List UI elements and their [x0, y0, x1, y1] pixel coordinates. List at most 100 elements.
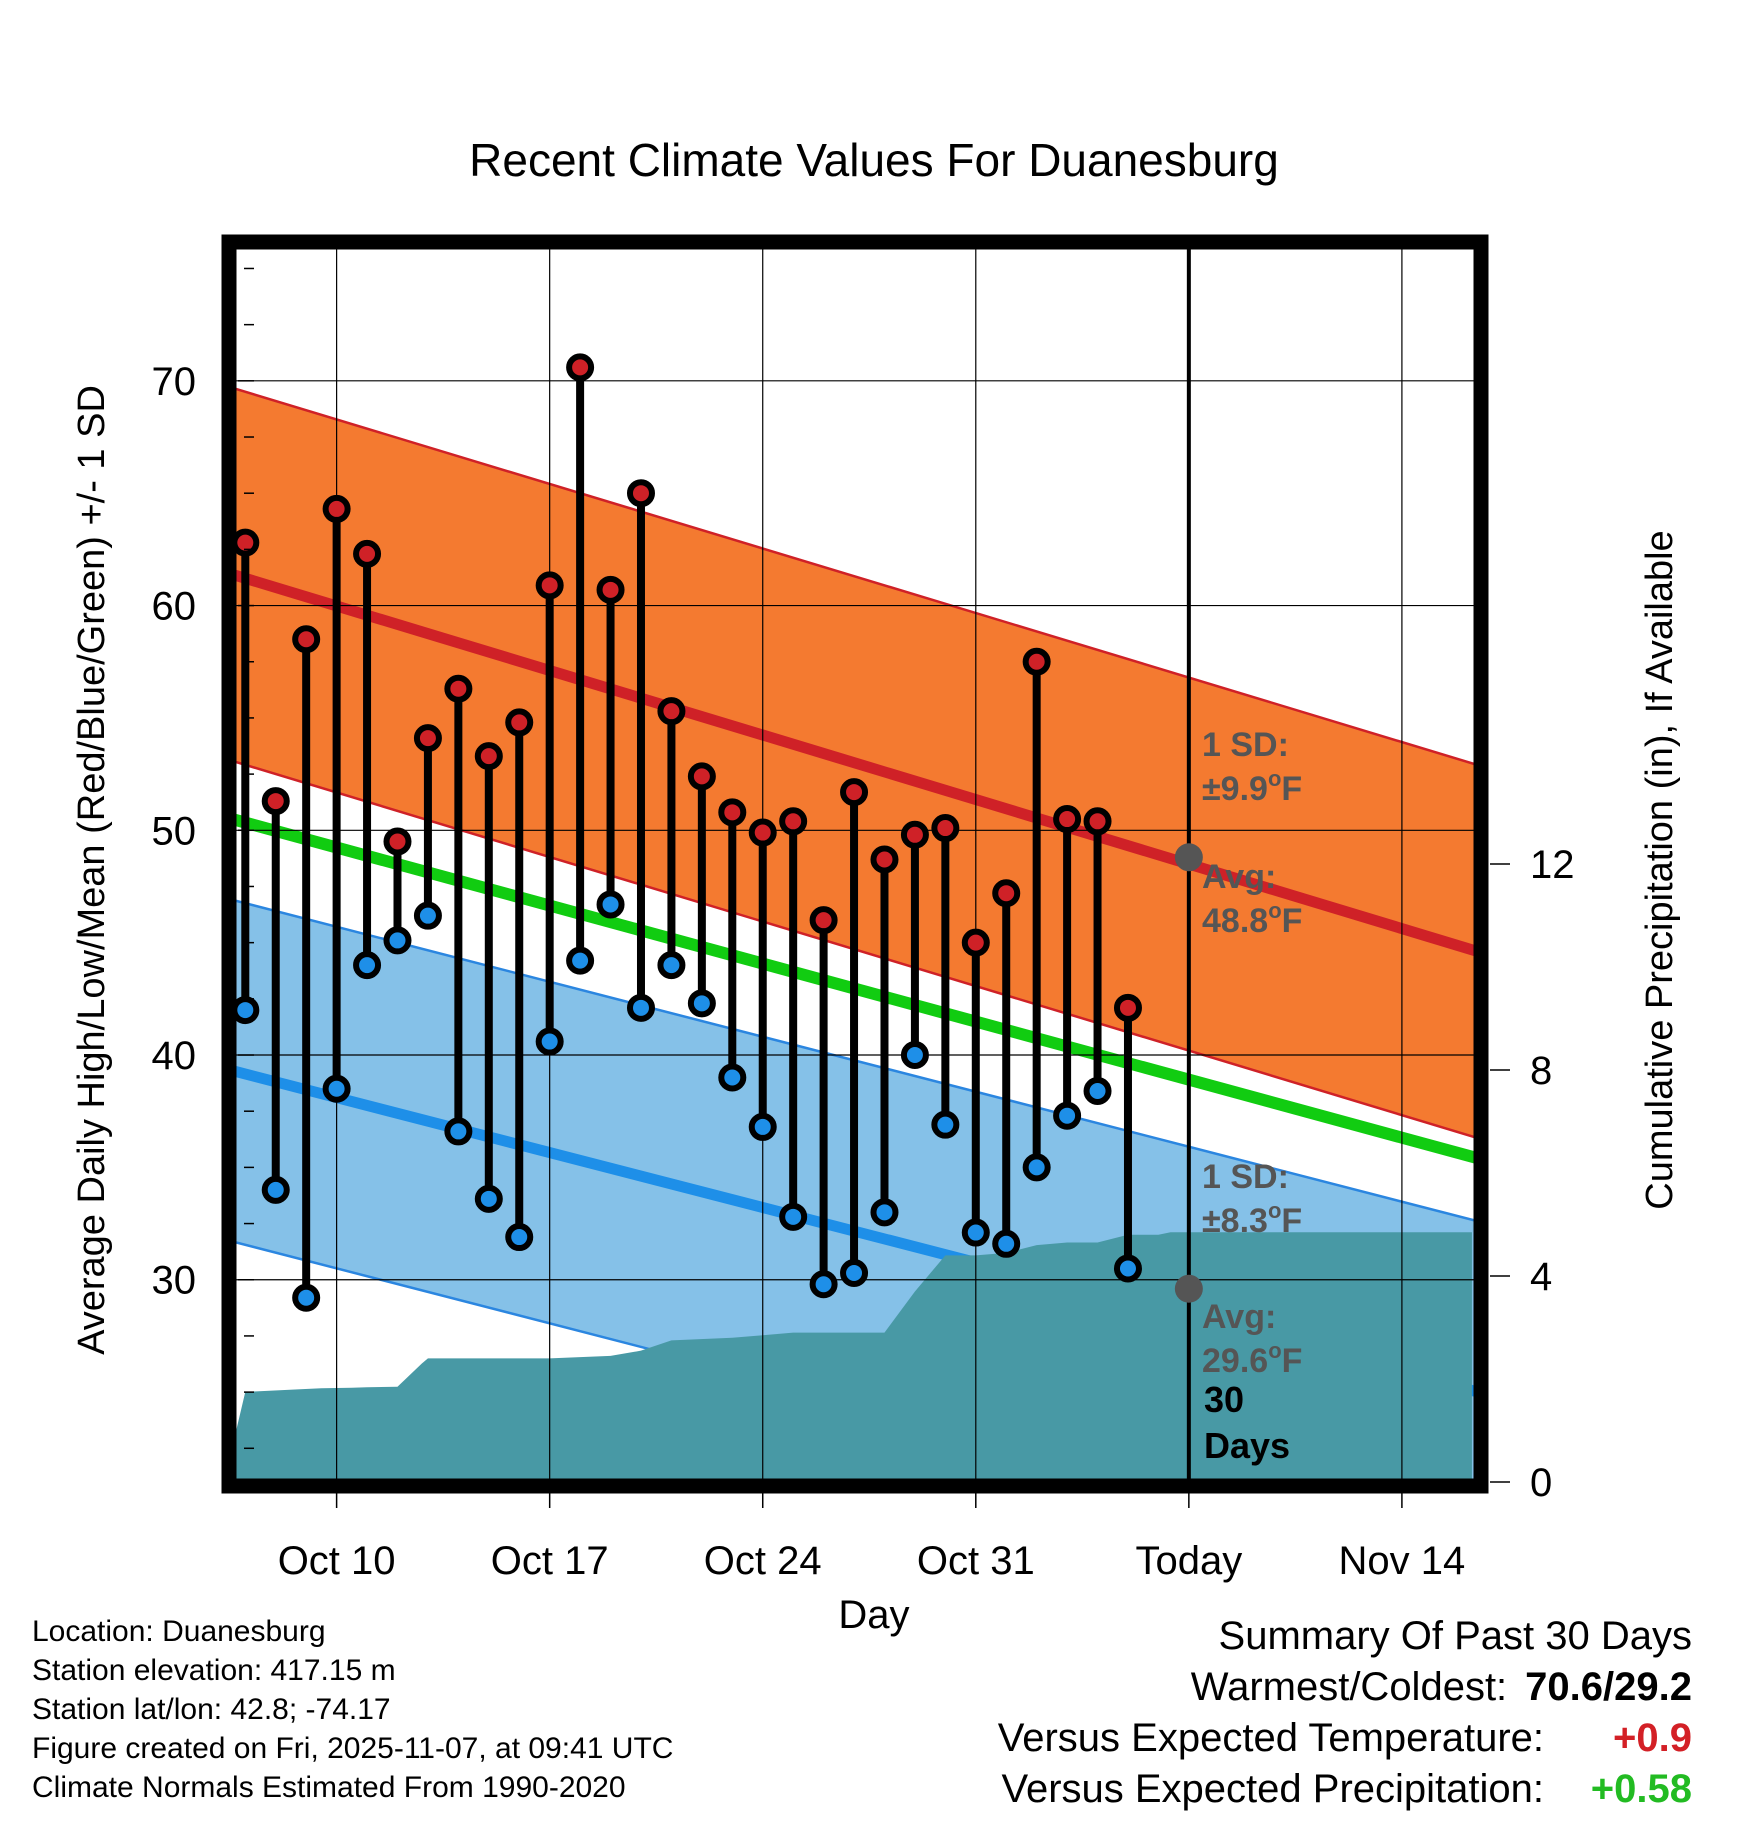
- x-tick-label: Today: [1135, 1539, 1242, 1583]
- warmest-value: 70.6/29.2: [1525, 1665, 1692, 1709]
- daily-low-point: [992, 1229, 1021, 1258]
- temp-label: Versus Expected Temperature:: [997, 1716, 1544, 1760]
- y2-tick-label: 12: [1530, 843, 1575, 887]
- summary-panel: Summary Of Past 30 Days Warmest/Coldest:…: [998, 1610, 1692, 1815]
- daily-low-point: [748, 1112, 777, 1141]
- daily-high-point: [444, 674, 473, 703]
- daily-high-point: [322, 494, 351, 523]
- low-avg-label: Avg:: [1202, 1298, 1276, 1336]
- daily-low-point: [261, 1175, 290, 1204]
- daily-low-point: [413, 901, 442, 930]
- y2-tick-label: 0: [1530, 1461, 1552, 1505]
- plot-frame: [221, 234, 1489, 1494]
- created-text: Figure created on Fri, 2025-11-07, at 09…: [32, 1732, 674, 1765]
- x-tick-label: Oct 24: [704, 1539, 822, 1583]
- daily-high-point: [566, 353, 595, 382]
- summary-warmest-row: Warmest/Coldest: 70.6/29.2: [998, 1662, 1692, 1713]
- daily-high-point: [1113, 993, 1142, 1022]
- daily-high-point: [1083, 807, 1112, 836]
- daily-high-point: [383, 827, 412, 856]
- y-tick-label: 30: [152, 1259, 197, 1303]
- latlon-text: Station lat/lon: 42.8; -74.17: [32, 1693, 391, 1726]
- chart-title: Recent Climate Values For Duanesburg: [469, 134, 1279, 186]
- daily-low-point: [383, 926, 412, 955]
- daily-high-point: [900, 820, 929, 849]
- period-label-days: Days: [1204, 1425, 1290, 1466]
- daily-high-point: [961, 928, 990, 957]
- elevation-text: Station elevation: 417.15 m: [32, 1654, 396, 1687]
- today-avg-high-marker: [1174, 843, 1203, 872]
- summary-temp-row: Versus Expected Temperature: +0.9: [998, 1713, 1692, 1764]
- y-axis-label: Average Daily High/Low/Mean (Red/Blue/Gr…: [71, 385, 113, 1355]
- y-tick-label: 40: [152, 1034, 197, 1078]
- temp-value: +0.9: [1613, 1716, 1692, 1760]
- daily-high-point: [840, 778, 869, 807]
- high-avg-value: 48.8oF: [1202, 898, 1302, 940]
- daily-low-point: [1053, 1101, 1082, 1130]
- daily-low-point: [474, 1184, 503, 1213]
- low-sd-label: 1 SD:: [1202, 1158, 1289, 1196]
- daily-high-point: [992, 879, 1021, 908]
- normal-high-line: [224, 566, 1478, 957]
- x-axis-label: Day: [838, 1593, 909, 1637]
- daily-high-point: [292, 625, 321, 654]
- daily-low-point: [900, 1041, 929, 1070]
- daily-high-point: [657, 697, 686, 726]
- summary-title: Summary Of Past 30 Days: [1218, 1614, 1692, 1658]
- daily-low-point: [779, 1202, 808, 1231]
- daily-high-point: [474, 742, 503, 771]
- daily-low-point: [596, 890, 625, 919]
- daily-low-point: [505, 1223, 534, 1252]
- daily-low-point: [566, 946, 595, 975]
- daily-high-point: [718, 798, 747, 827]
- x-tick-label: Nov 14: [1339, 1539, 1466, 1583]
- daily-low-point: [626, 993, 655, 1022]
- daily-high-point: [779, 807, 808, 836]
- high-sd-value: ±9.9oF: [1202, 766, 1302, 808]
- daily-low-point: [535, 1027, 564, 1056]
- precip-area: [224, 1232, 1472, 1482]
- daily-high-point: [261, 787, 290, 816]
- x-tick-label: Oct 31: [917, 1539, 1035, 1583]
- station-info: Location: Duanesburg Station elevation: …: [32, 1612, 673, 1807]
- y-tick-label: 60: [152, 585, 197, 629]
- daily-high-point: [931, 814, 960, 843]
- axes: 30 40 50 60 70 0 4 8 12 Oct 10 Oct 17 Oct 24 Oct 31 T…: [152, 234, 1575, 1583]
- precip-value: +0.58: [1590, 1767, 1692, 1811]
- daily-low-point: [322, 1074, 351, 1103]
- daily-low-point: [1083, 1076, 1112, 1105]
- daily-high-point: [870, 845, 899, 874]
- daily-low-point: [444, 1117, 473, 1146]
- daily-low-point: [809, 1270, 838, 1299]
- x-tick-label: Oct 10: [278, 1539, 396, 1583]
- precip-label: Versus Expected Precipitation:: [1001, 1767, 1544, 1811]
- daily-high-point: [1022, 647, 1051, 676]
- y2-axis-label: Cumulative Precipitation (in), If Availa…: [1639, 530, 1681, 1209]
- daily-low-point: [870, 1198, 899, 1227]
- daily-low-point: [353, 951, 382, 980]
- daily-high-point: [809, 906, 838, 935]
- location-text: Location: Duanesburg: [32, 1615, 326, 1648]
- daily-low-point: [292, 1283, 321, 1312]
- period-label-number: 30: [1204, 1379, 1244, 1420]
- y-tick-label: 50: [152, 809, 197, 853]
- daily-high-point: [687, 762, 716, 791]
- daily-low-point: [1022, 1153, 1051, 1182]
- daily-high-point: [505, 708, 534, 737]
- daily-high-point: [231, 528, 260, 557]
- high-normal-band-upper-edge: [224, 384, 1478, 767]
- y-tick-label: 70: [152, 360, 197, 404]
- daily-low-point: [931, 1110, 960, 1139]
- low-avg-value: 29.6oF: [1202, 1338, 1302, 1380]
- high-sd-label: 1 SD:: [1202, 726, 1289, 764]
- daily-high-point: [596, 575, 625, 604]
- daily-low-point: [961, 1218, 990, 1247]
- daily-high-point: [748, 818, 777, 847]
- normals-text: Climate Normals Estimated From 1990-2020: [32, 1771, 626, 1804]
- high-avg-label: Avg:: [1202, 858, 1276, 896]
- daily-low-point: [231, 996, 260, 1025]
- y2-tick-label: 4: [1530, 1255, 1552, 1299]
- x-tick-label: Oct 17: [491, 1539, 609, 1583]
